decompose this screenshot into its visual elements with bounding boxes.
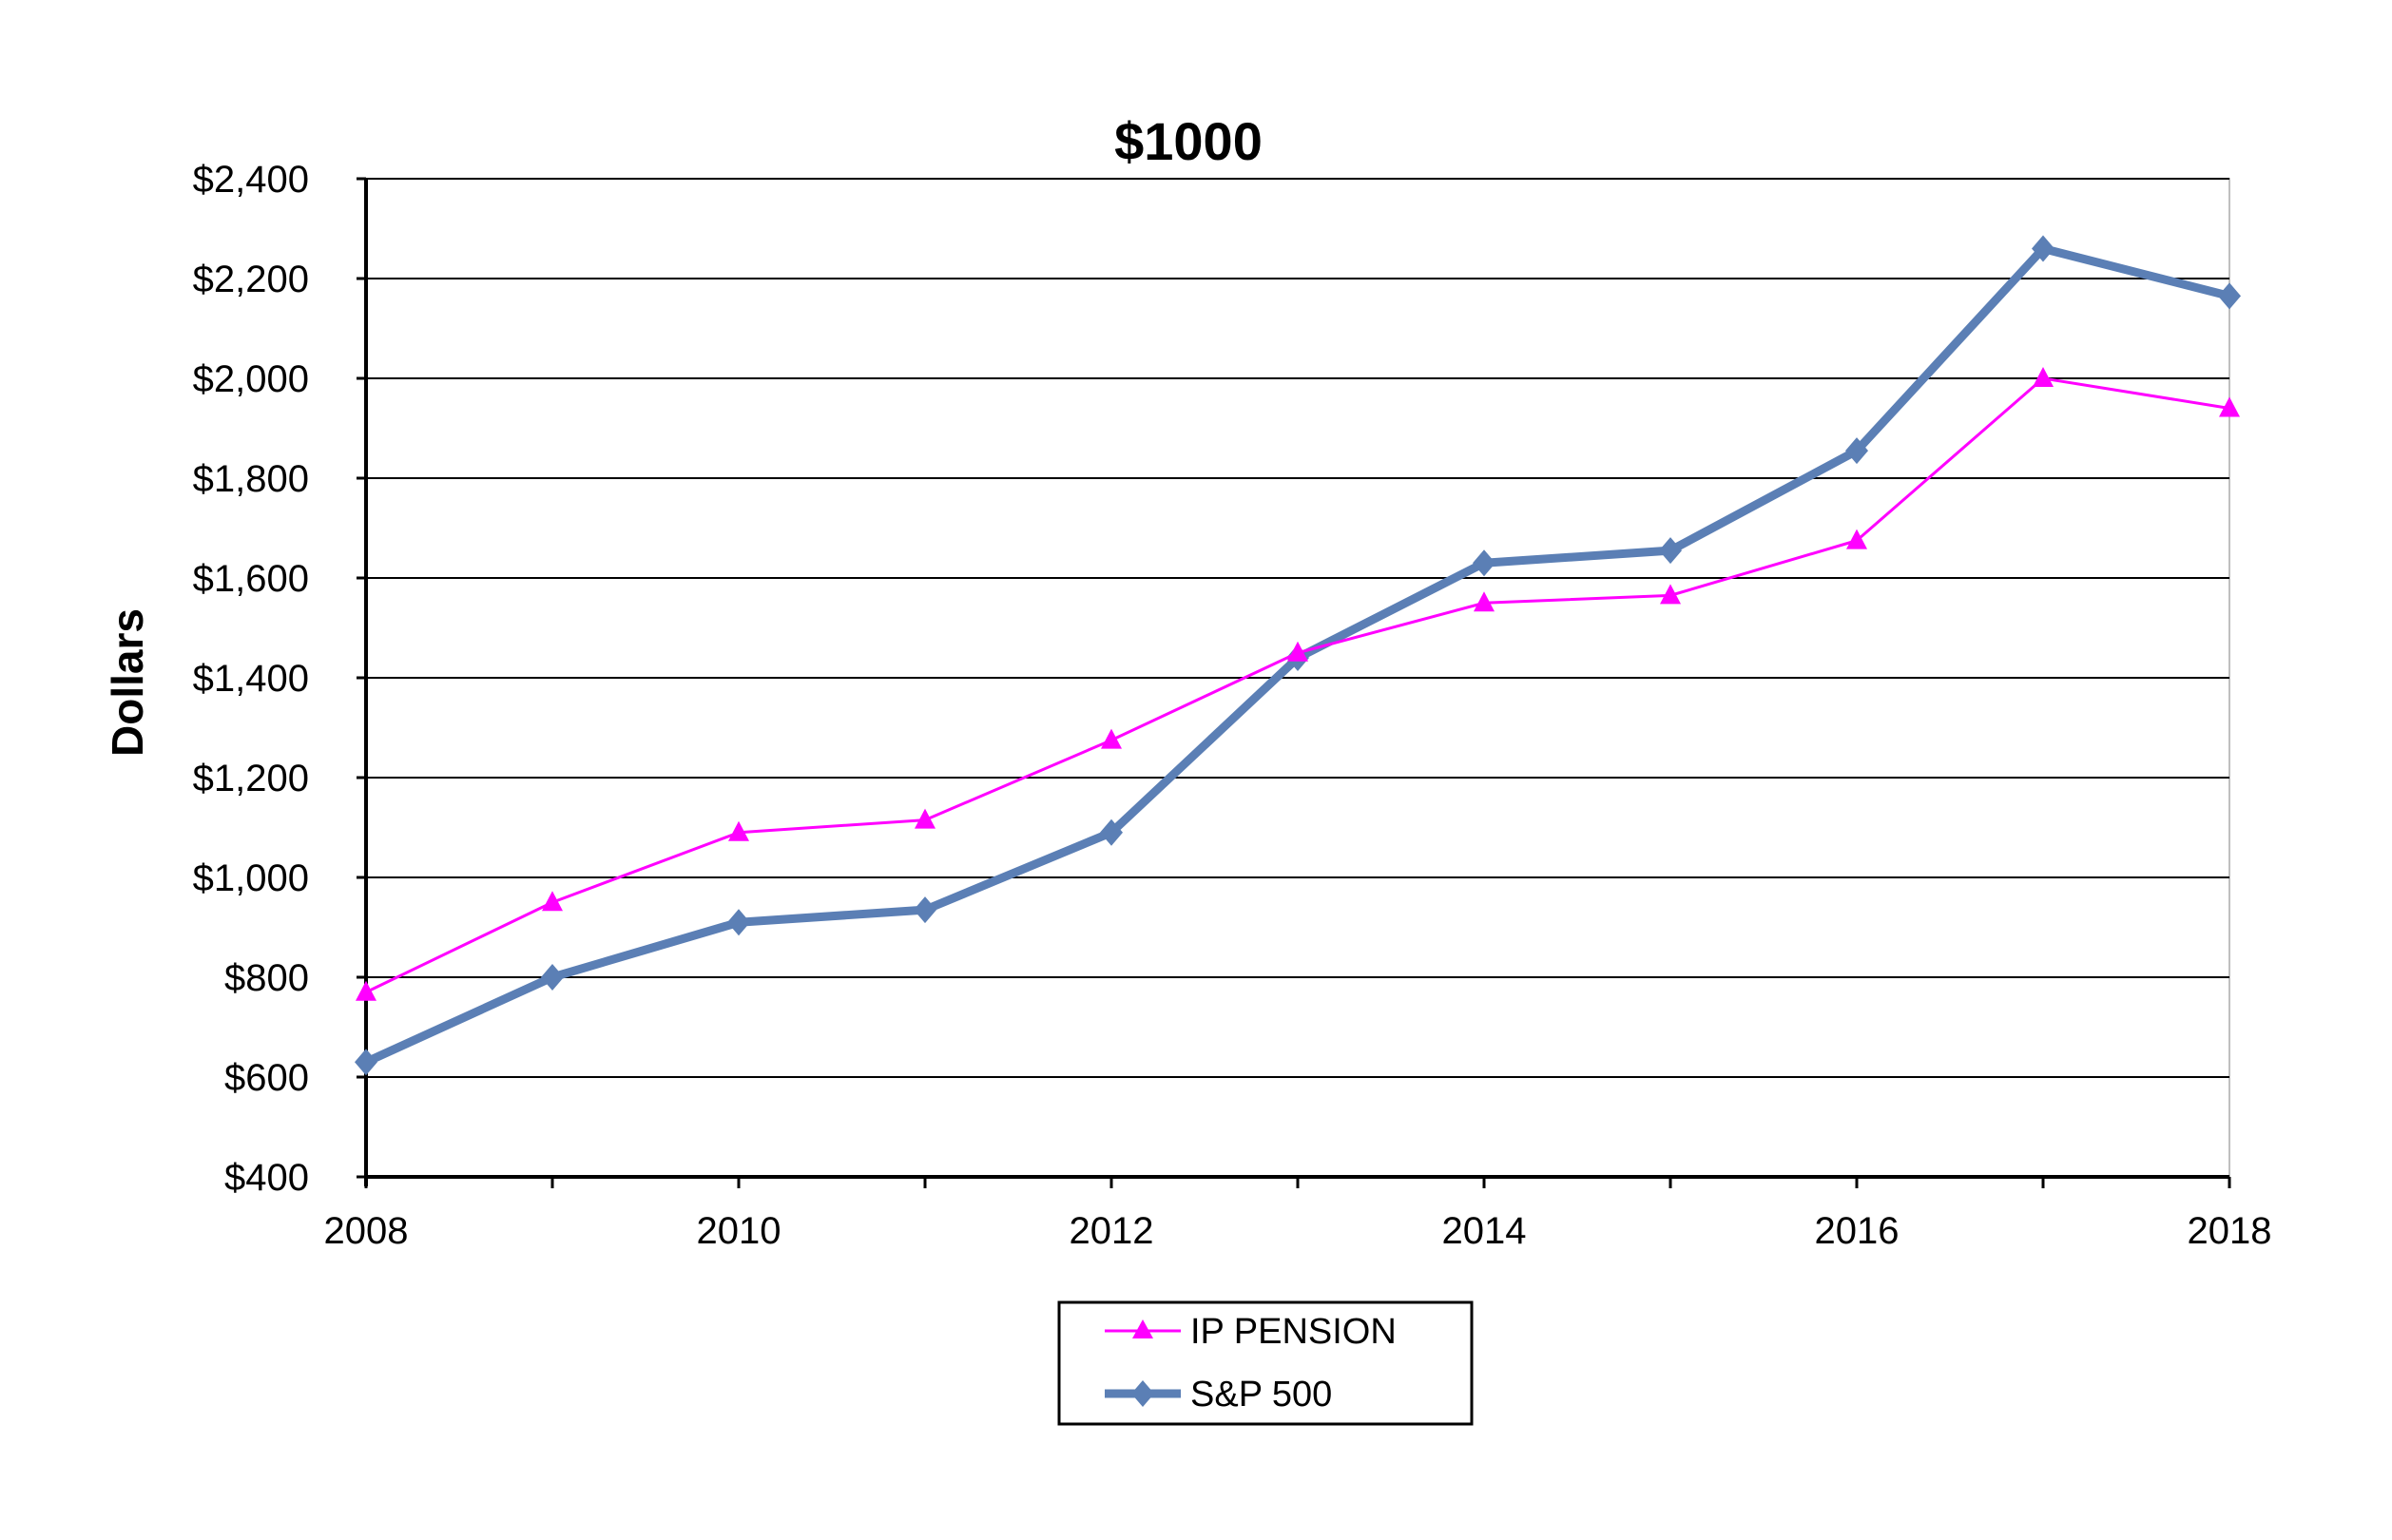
y-tick-label: $1,400: [193, 658, 309, 700]
y-tick-label: $2,000: [193, 358, 309, 400]
x-tick-label: 2012: [1070, 1210, 1154, 1252]
data-point-s-p-500: [2032, 235, 2054, 262]
data-point-ip-pension: [1474, 591, 1495, 612]
data-point-ip-pension: [1846, 529, 1867, 549]
x-tick-label: 2008: [324, 1210, 409, 1252]
data-point-s-p-500: [541, 964, 564, 991]
data-point-s-p-500: [727, 909, 750, 936]
y-axis-label: Dollars: [103, 608, 152, 757]
y-tick-label: $400: [224, 1157, 309, 1199]
x-tick-label: 2010: [697, 1210, 781, 1252]
legend-label-ip-pension: IP PENSION: [1190, 1312, 1397, 1352]
x-tick-label: 2014: [1442, 1210, 1527, 1252]
y-tick-label: $2,400: [193, 159, 309, 201]
data-point-s-p-500: [914, 896, 936, 924]
data-point-ip-pension: [2033, 367, 2054, 387]
y-tick-label: $2,200: [193, 259, 309, 300]
data-point-ip-pension: [915, 808, 936, 829]
data-point-ip-pension: [1660, 584, 1681, 605]
series-layer: [355, 235, 2241, 1076]
data-point-ip-pension: [356, 980, 376, 1001]
legend: IP PENSION S&P 500: [1057, 1300, 1474, 1426]
data-point-s-p-500: [1659, 537, 1682, 565]
chart-title: $1000: [1114, 111, 1263, 171]
data-point-s-p-500: [2218, 282, 2241, 310]
y-tick-label: $1,800: [193, 458, 309, 500]
x-tick-label: 2016: [1815, 1210, 1900, 1252]
data-point-ip-pension: [1287, 641, 1308, 662]
legend-box: [1057, 1300, 1474, 1426]
data-point-s-p-500: [1845, 437, 1868, 465]
x-tick-label: 2018: [2188, 1210, 2272, 1252]
data-point-ip-pension: [1101, 728, 1122, 749]
y-tick-label: $800: [224, 957, 309, 999]
y-tick-label: $1,000: [193, 857, 309, 899]
y-tick-label: $600: [224, 1057, 309, 1099]
x-axis-ticks: 2008 2010 2012 2014 2016 2018: [324, 1177, 2272, 1252]
legend-marker-ip-pension: [1132, 1319, 1153, 1338]
data-point-ip-pension: [542, 891, 563, 912]
y-axis-ticks: $400 $600 $800 $1,000 $1,200 $1,400 $1,600 $1,8…: [193, 159, 366, 1199]
legend-marker-sp500: [1131, 1380, 1154, 1407]
y-tick-label: $1,200: [193, 758, 309, 799]
legend-label-sp500: S&P 500: [1190, 1375, 1332, 1415]
data-point-s-p-500: [355, 1049, 377, 1076]
data-point-ip-pension: [2219, 396, 2240, 417]
y-tick-label: $1,600: [193, 558, 309, 600]
data-point-ip-pension: [728, 820, 749, 841]
data-point-s-p-500: [1100, 818, 1123, 846]
grid-lines: [366, 178, 2229, 1078]
data-point-s-p-500: [1473, 549, 1495, 577]
